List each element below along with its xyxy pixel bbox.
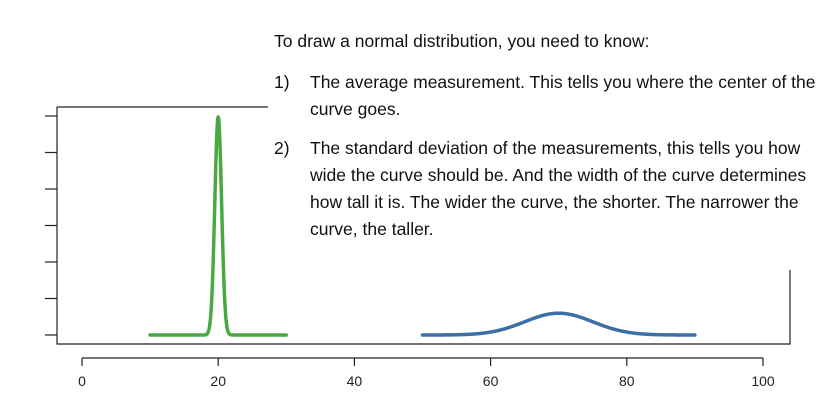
- point-1-text: The average measurement. This tells you …: [310, 72, 816, 119]
- x-tick-label: 80: [619, 373, 635, 389]
- curve-series-2: [420, 311, 697, 337]
- curves: [148, 115, 697, 337]
- x-tick-label: 100: [751, 373, 775, 389]
- x-tick-label: 60: [483, 373, 499, 389]
- axes: 0 20 40 60 80 100: [45, 106, 791, 389]
- point-2: 2) The standard deviation of the measure…: [270, 135, 825, 243]
- text-panel: To draw a normal distribution, you need …: [270, 28, 825, 255]
- x-tick-label: 0: [78, 373, 86, 389]
- x-tick-label: 40: [347, 373, 363, 389]
- point-2-text: The standard deviation of the measuremen…: [310, 138, 807, 239]
- x-tick-label: 20: [210, 373, 226, 389]
- curve-series-1: [148, 115, 289, 337]
- point-1-number: 1): [274, 72, 290, 92]
- point-2-number: 2): [274, 138, 290, 158]
- point-1: 1) The average measurement. This tells y…: [270, 69, 825, 123]
- intro-text: To draw a normal distribution, you need …: [274, 31, 650, 51]
